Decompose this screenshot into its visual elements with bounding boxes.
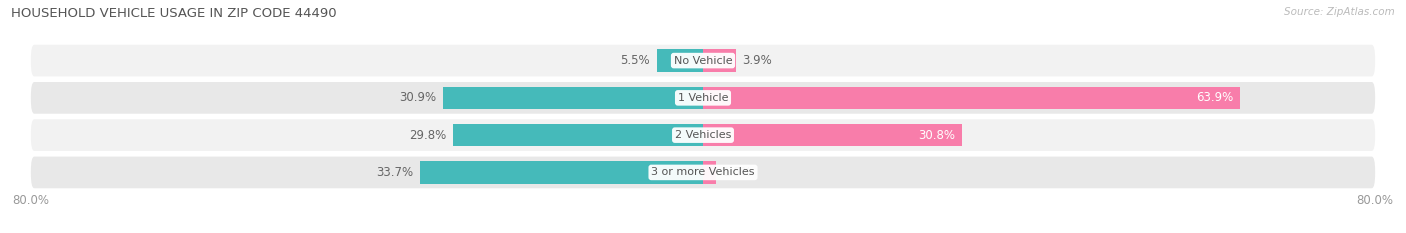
Bar <box>443 87 703 109</box>
FancyBboxPatch shape <box>31 82 1375 114</box>
Text: 29.8%: 29.8% <box>409 129 446 142</box>
Text: 2 Vehicles: 2 Vehicles <box>675 130 731 140</box>
Bar <box>420 161 703 184</box>
Bar <box>657 49 703 72</box>
Text: 3.9%: 3.9% <box>742 54 772 67</box>
Bar <box>703 124 962 146</box>
Bar <box>453 124 703 146</box>
Text: 63.9%: 63.9% <box>1197 91 1233 104</box>
Text: Source: ZipAtlas.com: Source: ZipAtlas.com <box>1284 7 1395 17</box>
Text: 5.5%: 5.5% <box>620 54 650 67</box>
Text: 3 or more Vehicles: 3 or more Vehicles <box>651 168 755 177</box>
FancyBboxPatch shape <box>31 119 1375 151</box>
Bar <box>703 49 735 72</box>
Text: 30.9%: 30.9% <box>399 91 437 104</box>
Bar <box>703 161 716 184</box>
Text: 30.8%: 30.8% <box>918 129 955 142</box>
Bar <box>703 87 1240 109</box>
Text: HOUSEHOLD VEHICLE USAGE IN ZIP CODE 44490: HOUSEHOLD VEHICLE USAGE IN ZIP CODE 4449… <box>11 7 337 20</box>
Text: 1 Vehicle: 1 Vehicle <box>678 93 728 103</box>
Text: 1.5%: 1.5% <box>723 166 752 179</box>
Legend: Owner-occupied, Renter-occupied: Owner-occupied, Renter-occupied <box>581 230 825 233</box>
FancyBboxPatch shape <box>31 45 1375 76</box>
Text: 33.7%: 33.7% <box>375 166 413 179</box>
Text: No Vehicle: No Vehicle <box>673 56 733 65</box>
FancyBboxPatch shape <box>31 157 1375 188</box>
